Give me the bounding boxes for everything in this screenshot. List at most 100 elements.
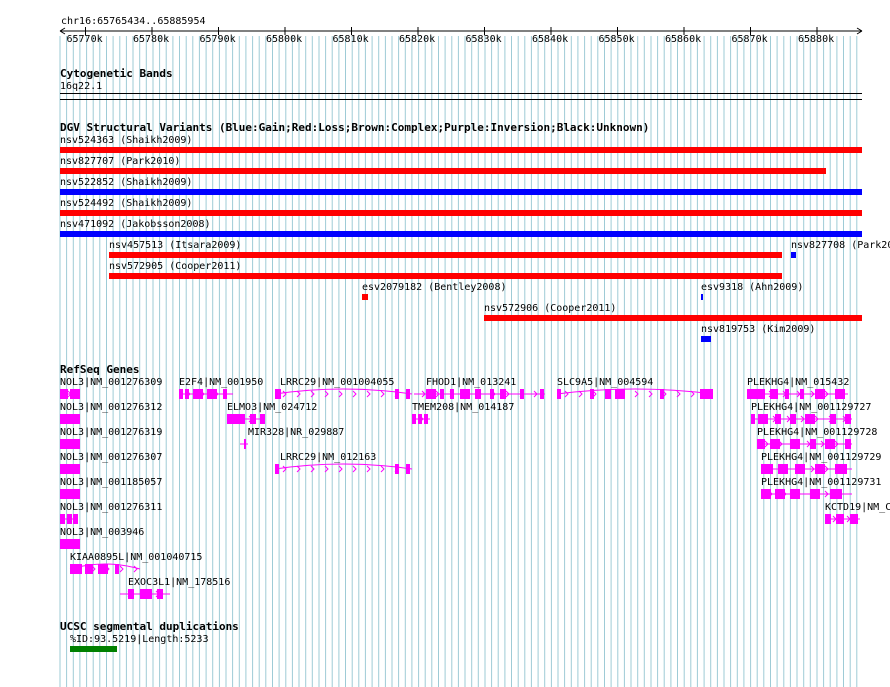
gene-exon [260, 414, 265, 424]
variant-label[interactable]: nsv471092 (Jakobsson2008) [60, 219, 211, 230]
gene-label[interactable]: LRRC29|NM_001004055 [280, 377, 395, 388]
track-title-refseq[interactable]: RefSeq Genes [60, 363, 140, 376]
gene-strand-arrow [282, 465, 287, 473]
gene-strand-arrow [828, 415, 833, 423]
gene-exon [395, 389, 399, 399]
gene-strand-arrow [662, 390, 667, 398]
gene-exon [845, 414, 851, 424]
gene-model [556, 388, 714, 399]
gene-strand-arrow [792, 440, 797, 448]
gene-strand-arrow [505, 390, 510, 398]
variant-label[interactable]: nsv819753 (Kim2009) [701, 324, 816, 335]
gene-strand-arrow [800, 415, 805, 423]
variant-label[interactable]: nsv572905 (Cooper2011) [109, 261, 242, 272]
gene-strand-arrow [832, 515, 837, 523]
gene-strand-arrow [782, 465, 787, 473]
gene-exon [835, 389, 845, 399]
gene-label[interactable]: PLEKHG4|NM_001129727 [751, 402, 872, 413]
gene-strand-arrow [491, 390, 496, 398]
gene-label[interactable]: EXOC3L1|NM_178516 [128, 577, 231, 588]
gene-exon [805, 414, 815, 424]
gene-exon [815, 389, 825, 399]
gene-exon [244, 439, 246, 449]
variant-label[interactable]: esv2079182 (Bentley2008) [362, 282, 507, 293]
variant-bar [109, 273, 782, 279]
variant-label[interactable]: nsv572906 (Cooper2011) [484, 303, 617, 314]
track-title-cytoband[interactable]: Cytogenetic Bands [60, 67, 173, 80]
gene-strand-arrow [338, 465, 343, 473]
ruler-tick-label: 65880k [798, 34, 835, 45]
gene-strand-arrow [634, 390, 639, 398]
gene-strand-arrow [310, 465, 315, 473]
variant-label[interactable]: nsv524492 (Shaikh2009) [60, 198, 193, 209]
ruler-tick-label: 65820k [399, 34, 436, 45]
gene-label[interactable]: PLEKHG4|NM_001129731 [761, 477, 882, 488]
gene-strand-arrow [421, 390, 426, 398]
gene-label[interactable]: NOL3|NM_003946 [60, 527, 145, 538]
gene-model [414, 389, 545, 399]
gene-label[interactable]: TMEM208|NM_014187 [412, 402, 515, 413]
gene-exon [500, 389, 506, 399]
variant-label[interactable]: nsv524363 (Shaikh2009) [60, 135, 193, 146]
gene-label[interactable]: KIAA0895L|NM_001040715 [70, 552, 203, 563]
gene-label[interactable]: E2F4|NM_001950 [179, 377, 264, 388]
gene-model [757, 439, 852, 449]
gene-exon [761, 489, 771, 499]
gene-label[interactable]: PLEKHG4|NM_015432 [747, 377, 850, 388]
gene-strand-arrow [296, 465, 301, 473]
gene-exon [395, 464, 399, 474]
variant-label[interactable]: nsv522852 (Shaikh2009) [60, 177, 193, 188]
gene-label[interactable]: NOL3|NM_001276309 [60, 377, 163, 388]
gene-model [227, 414, 265, 424]
gene-label[interactable]: KCTD19|NM_C [825, 502, 890, 513]
gene-label[interactable]: NOL3|NM_001185057 [60, 477, 163, 488]
variant-label[interactable]: esv9318 (Ahn2009) [701, 282, 804, 293]
gene-strand-arrow [127, 590, 132, 598]
gene-exon [830, 414, 836, 424]
gene-model [747, 389, 848, 399]
gene-label[interactable]: PLEKHG4|NM_001129729 [761, 452, 882, 463]
gene-label[interactable]: ELMO3|NM_024712 [227, 402, 318, 413]
gene-strand-arrow [810, 390, 815, 398]
gene-model [69, 563, 141, 574]
gene-exon [758, 414, 768, 424]
gene-exon [825, 439, 835, 449]
gene-strand-arrow [838, 490, 843, 498]
gene-strand-arrow [782, 490, 787, 498]
gene-strand-arrow [67, 415, 72, 423]
gene-exon [140, 589, 152, 599]
gene-label[interactable]: PLEKHG4|NM_001129728 [757, 427, 878, 438]
gene-label[interactable]: NOL3|NM_001276312 [60, 402, 163, 413]
gene-label[interactable]: FHOD1|NM_013241 [426, 377, 517, 388]
gene-label[interactable]: LRRC29|NM_012163 [280, 452, 377, 463]
ruler-tick-label: 65770k [66, 34, 103, 45]
gene-exon [60, 539, 80, 549]
gene-label[interactable]: SLC9A5|NM_004594 [557, 377, 654, 388]
gene-exon [785, 389, 789, 399]
gene-label[interactable]: NOL3|NM_001276319 [60, 427, 163, 438]
gene-label[interactable]: NOL3|NM_001276311 [60, 502, 163, 513]
gene-model [751, 414, 852, 424]
gene-strand-arrow [67, 490, 72, 498]
gene-strand-arrow [67, 465, 72, 473]
track-title-segdup[interactable]: UCSC segmental duplications [60, 620, 239, 633]
gene-exon [424, 414, 428, 424]
gene-exon [450, 389, 454, 399]
gene-strand-arrow [366, 390, 371, 398]
gene-exon [615, 389, 625, 399]
gene-strand-arrow [380, 465, 385, 473]
segdup-label[interactable]: %ID:93.5219|Length:5233 [70, 634, 209, 645]
gene-strand-arrow [310, 390, 315, 398]
track-title-dgv[interactable]: DGV Structural Variants (Blue:Gain;Red:L… [60, 121, 650, 134]
variant-label[interactable]: nsv457513 (Itsara2009) [109, 240, 242, 251]
gene-exon [490, 389, 494, 399]
gene-strand-arrow [824, 490, 829, 498]
cytoband-label[interactable]: 16q22.1 [60, 81, 103, 92]
variant-label[interactable]: nsv827707 (Park2010) [60, 156, 181, 167]
gene-label[interactable]: MIR328|NR_029887 [248, 427, 345, 438]
gene-strand-arrow [214, 390, 219, 398]
variant-label[interactable]: nsv827708 (Park20 [791, 240, 890, 251]
gene-exon [60, 439, 80, 449]
gene-label[interactable]: NOL3|NM_001276307 [60, 452, 163, 463]
